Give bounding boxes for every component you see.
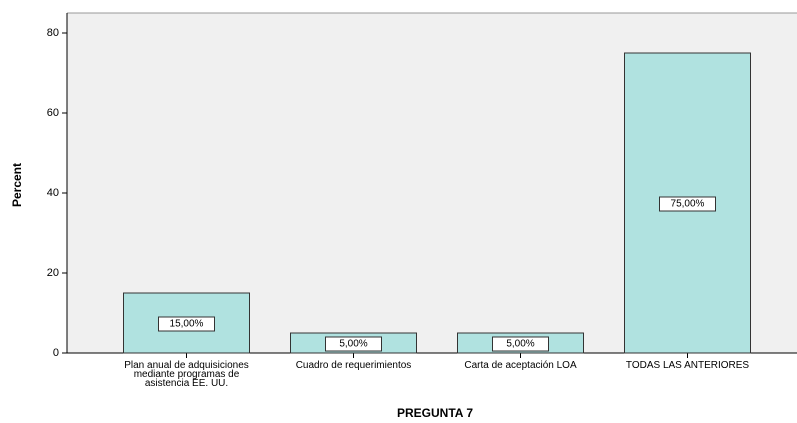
y-tick-label: 40 (47, 187, 59, 199)
y-tick-label: 0 (53, 347, 59, 359)
y-axis-label: Percent (10, 163, 24, 207)
y-tick-label: 20 (47, 267, 59, 279)
value-label-box (492, 336, 549, 352)
y-tick-label: 80 (47, 27, 59, 39)
x-tick-label: Cuadro de requerimientos (295, 360, 412, 371)
value-label: 75,00% (671, 199, 705, 210)
x-tick-label: Plan anual de adquisiciones mediante pro… (124, 360, 249, 389)
x-tick-label: Carta de aceptación LOA (464, 360, 577, 371)
value-label-box (325, 336, 382, 352)
x-axis-label: PREGUNTA 7 (397, 406, 473, 420)
y-tick-label: 60 (47, 107, 59, 119)
value-label: 5,00% (506, 339, 534, 350)
value-label-box (158, 316, 215, 332)
x-tick-label: TODAS LAS ANTERIORES (625, 360, 750, 371)
value-label: 15,00% (170, 319, 204, 330)
value-label: 5,00% (339, 339, 367, 350)
value-label-box (659, 196, 716, 212)
